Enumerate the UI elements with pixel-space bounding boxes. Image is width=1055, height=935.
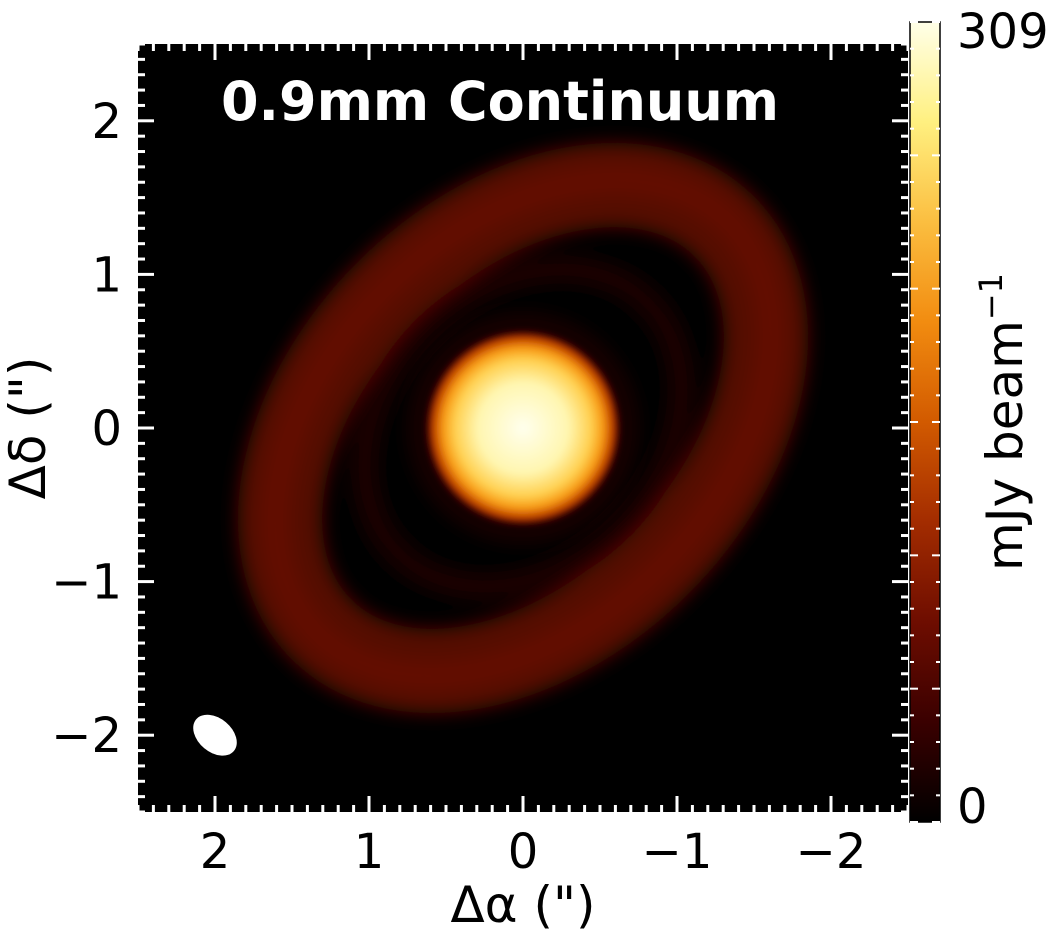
colorbar-max-label: 309 — [957, 4, 1049, 60]
colorbar-unit-exponent: −1 — [972, 273, 1010, 320]
y-tick-label: −1 — [51, 555, 122, 611]
colorbar: 309 0 mJy beam−1 — [909, 4, 1049, 835]
colorbar-ticks — [910, 21, 940, 823]
y-tick-label: 0 — [91, 401, 122, 457]
x-tick-label: −2 — [796, 824, 867, 880]
chart-title: 0.9mm Continuum — [221, 70, 779, 133]
colorbar-label: mJy beam−1 — [972, 273, 1034, 571]
ring-crest — [259, 164, 787, 692]
x-tick-label: −1 — [642, 824, 713, 880]
y-tick-labels: −2 −1 0 1 2 — [51, 94, 122, 764]
x-tick-label: 0 — [508, 824, 539, 880]
y-axis-label: Δδ (") — [0, 357, 57, 500]
outer-ring — [237, 142, 809, 714]
y-tick-label: 1 — [91, 247, 122, 303]
y-tick-label: 2 — [91, 94, 122, 150]
x-tick-labels: 2 1 0 −1 −2 — [200, 824, 867, 880]
map-panel: 0.9mm Continuum — [136, 42, 910, 814]
beam-ellipse — [193, 714, 237, 756]
colorbar-unit: mJy beam — [976, 320, 1034, 571]
map-content — [193, 142, 809, 756]
x-tick-label: 2 — [200, 824, 231, 880]
central-source — [423, 328, 623, 528]
x-axis-label: Δα (") — [450, 876, 595, 934]
colorbar-min-label: 0 — [957, 779, 988, 835]
inner-gap-emission — [350, 255, 696, 601]
y-tick-label: −2 — [51, 708, 122, 764]
x-tick-label: 1 — [354, 824, 385, 880]
axis-ticks — [136, 42, 910, 814]
